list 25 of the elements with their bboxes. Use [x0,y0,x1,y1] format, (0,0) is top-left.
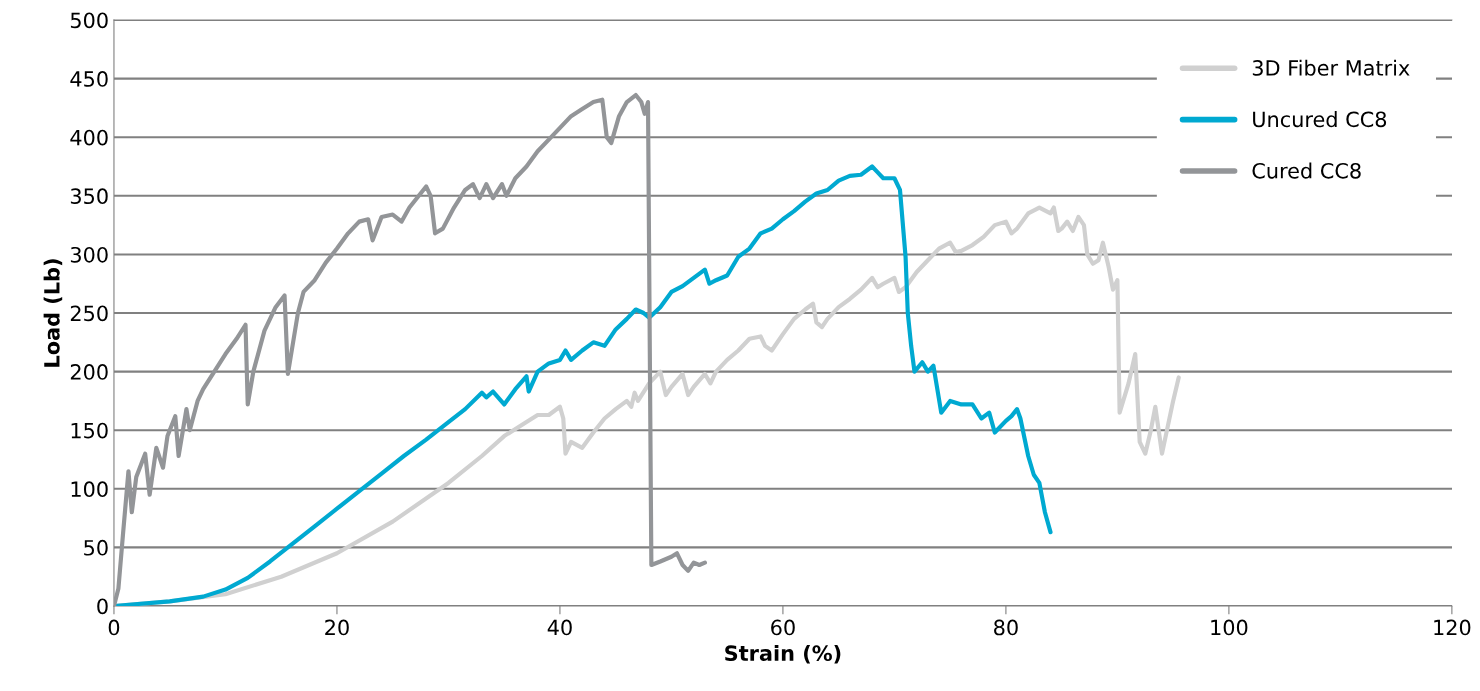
legend-label: Uncured CC8 [1253,111,1387,128]
x-tick-label: 60 [771,619,795,636]
y-tick-label: 250 [70,305,108,322]
y-tick-label: 300 [70,246,108,263]
y-tick-label: 500 [70,12,108,29]
y-tick-label: 50 [84,539,108,556]
y-axis-title: Load (Lb) [43,259,63,367]
y-tick-label: 200 [70,364,108,380]
x-tick-label: 40 [547,619,572,636]
y-tick-label: 100 [71,481,108,498]
x-tick-label: 20 [325,619,349,636]
legend-label: Cured CC8 [1252,162,1361,179]
line-series [113,164,1053,607]
y-tick-label: 150 [71,422,108,439]
x-tick-label: 120 [1434,619,1471,636]
y-tick-label: 450 [70,71,108,87]
y-tick-label: 350 [70,188,108,205]
y-tick-label: 400 [70,129,108,146]
line-series [113,92,707,607]
legend-label: 3D Fiber Matrix [1252,59,1410,76]
y-tick-label: 0 [97,598,108,615]
x-axis-title: Strain (%) [725,644,841,664]
x-tick-label: 100 [1211,619,1248,636]
x-tick-label: 80 [994,619,1018,636]
x-tick-label: 0 [108,619,120,636]
